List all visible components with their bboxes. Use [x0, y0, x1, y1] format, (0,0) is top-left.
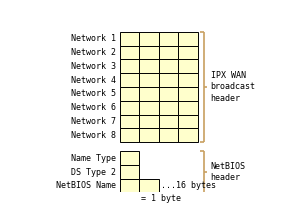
Bar: [139, 59, 159, 73]
Bar: [120, 59, 139, 73]
Text: = 1 byte: = 1 byte: [141, 194, 181, 203]
Bar: [159, 46, 178, 59]
Bar: [178, 101, 198, 114]
Bar: [139, 128, 159, 142]
Bar: [178, 59, 198, 73]
Text: ...16 bytes: ...16 bytes: [161, 181, 216, 190]
Bar: [139, 32, 159, 46]
Bar: [178, 73, 198, 87]
Bar: [139, 87, 159, 101]
Bar: [139, 46, 159, 59]
Text: Network 3: Network 3: [71, 62, 116, 71]
Bar: [139, 73, 159, 87]
Text: IPX WAN
broadcast
header: IPX WAN broadcast header: [211, 71, 256, 103]
Text: DS Type 2: DS Type 2: [71, 168, 116, 176]
Bar: [120, 101, 139, 114]
Bar: [120, 32, 139, 46]
Bar: [120, 151, 139, 165]
Bar: [178, 114, 198, 128]
Bar: [159, 32, 178, 46]
Bar: [121, 193, 137, 204]
Bar: [120, 87, 139, 101]
Bar: [178, 46, 198, 59]
Text: NetBIOS Name: NetBIOS Name: [56, 181, 116, 190]
Bar: [178, 87, 198, 101]
Bar: [120, 165, 139, 179]
Bar: [120, 46, 139, 59]
Text: Network 1: Network 1: [71, 34, 116, 43]
Bar: [178, 32, 198, 46]
Text: Network 7: Network 7: [71, 117, 116, 126]
Bar: [120, 128, 139, 142]
Text: NetBIOS
header: NetBIOS header: [211, 162, 246, 182]
Bar: [139, 114, 159, 128]
Bar: [120, 73, 139, 87]
Bar: [159, 87, 178, 101]
Bar: [120, 179, 139, 193]
Bar: [139, 101, 159, 114]
Bar: [159, 101, 178, 114]
Bar: [178, 128, 198, 142]
Bar: [159, 73, 178, 87]
Bar: [159, 128, 178, 142]
Text: Network 4: Network 4: [71, 76, 116, 84]
Bar: [159, 59, 178, 73]
Text: Network 5: Network 5: [71, 89, 116, 98]
Bar: [139, 179, 159, 193]
Bar: [120, 114, 139, 128]
Text: Name Type: Name Type: [71, 154, 116, 163]
Bar: [159, 114, 178, 128]
Text: Network 2: Network 2: [71, 48, 116, 57]
Text: Network 6: Network 6: [71, 103, 116, 112]
Text: Network 8: Network 8: [71, 131, 116, 140]
